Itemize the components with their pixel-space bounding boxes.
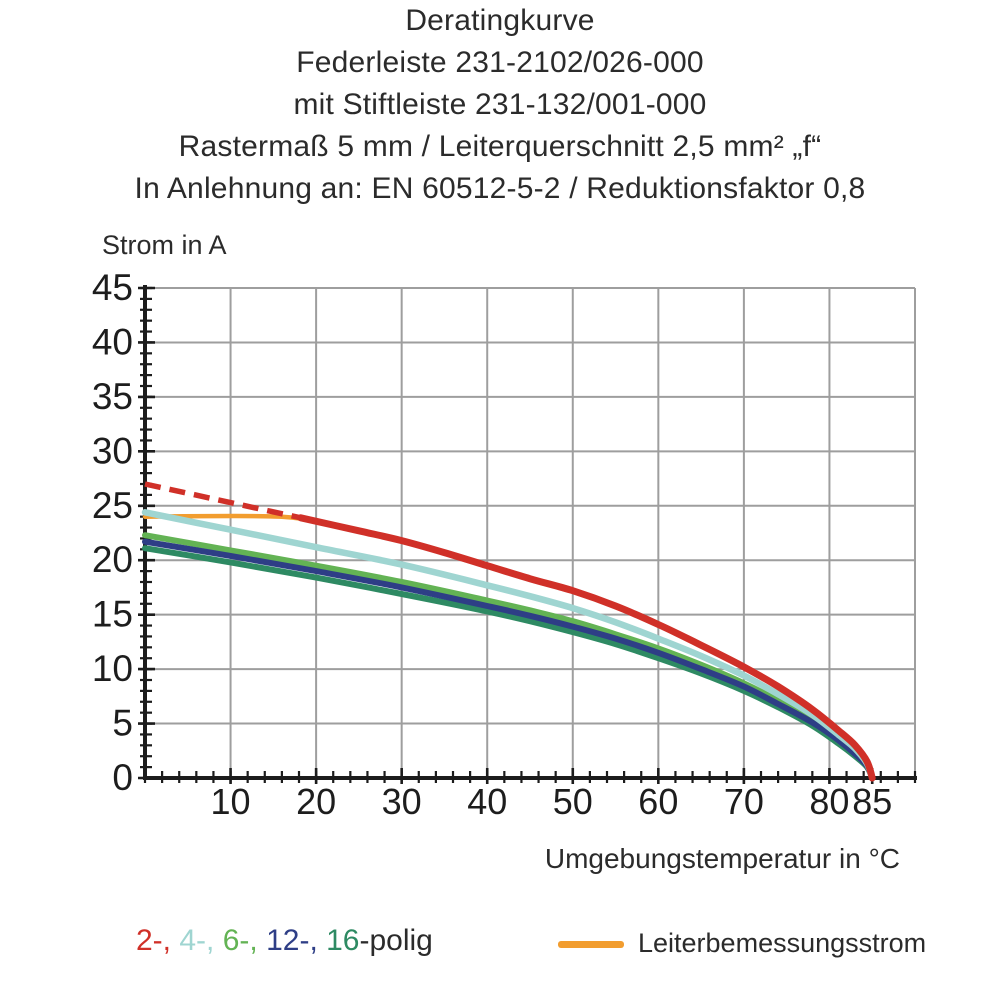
x-tick-label: 70 <box>724 781 764 822</box>
title-line-4: Rastermaß 5 mm / Leiterquerschnitt 2,5 m… <box>178 130 822 163</box>
y-tick-label: 35 <box>92 376 133 417</box>
legend-pole-token: 16 <box>326 924 360 957</box>
x-axis-title: Umgebungstemperatur in °C <box>544 843 900 874</box>
y-tick-label: 45 <box>92 267 133 308</box>
legend-pole-token: -polig <box>359 924 433 957</box>
x-tick-label: 30 <box>382 781 422 822</box>
y-axis-title: Strom in A <box>102 230 227 260</box>
y-tick-label: 10 <box>92 648 133 689</box>
x-tick-label: 40 <box>467 781 507 822</box>
x-tick-label: 50 <box>553 781 593 822</box>
y-tick-label: 20 <box>92 539 133 580</box>
y-tick-label: 30 <box>92 430 133 471</box>
legend-poles: 2-, 4-, 6-, 12-, 16-polig <box>136 924 433 958</box>
x-tick-label: 60 <box>638 781 678 822</box>
x-tick-label: 20 <box>296 781 336 822</box>
legend-rated-current: Leiterbemessungsstrom <box>558 928 926 959</box>
legend-pole-token: 2-, <box>136 924 180 957</box>
title-line-5: In Anlehnung an: EN 60512-5-2 / Reduktio… <box>134 172 866 205</box>
y-tick-label: 5 <box>112 703 133 744</box>
y-tick-label: 25 <box>92 485 133 526</box>
x-tick-label: 80 <box>809 781 849 822</box>
title-line-1: Deratingkurve <box>405 4 595 37</box>
curve-2-polig-gestrichelt- <box>144 481 302 521</box>
chart-title-block: Deratingkurve Federleiste 231-2102/026-0… <box>0 0 1000 210</box>
x-tick-label: 10 <box>211 781 251 822</box>
legend-pole-token: 4-, <box>179 924 223 957</box>
rated-current-label: Leiterbemessungsstrom <box>638 928 927 958</box>
curve-2-polig <box>297 514 876 782</box>
y-tick-label: 15 <box>92 594 133 635</box>
rated-current-line-swatch <box>558 941 624 948</box>
curve-12-polig <box>142 538 876 781</box>
title-line-3: mit Stiftleiste 231-132/001-000 <box>293 88 707 121</box>
legend-pole-token: 12-, <box>266 924 327 957</box>
title-line-2: Federleiste 231-2102/026-000 <box>296 46 704 79</box>
curve-16-polig <box>142 545 876 781</box>
legend-pole-token: 6-, <box>222 924 267 957</box>
y-tick-label: 40 <box>92 321 133 362</box>
y-tick-label: 0 <box>112 757 133 798</box>
x-tick-label: 85 <box>852 781 892 822</box>
